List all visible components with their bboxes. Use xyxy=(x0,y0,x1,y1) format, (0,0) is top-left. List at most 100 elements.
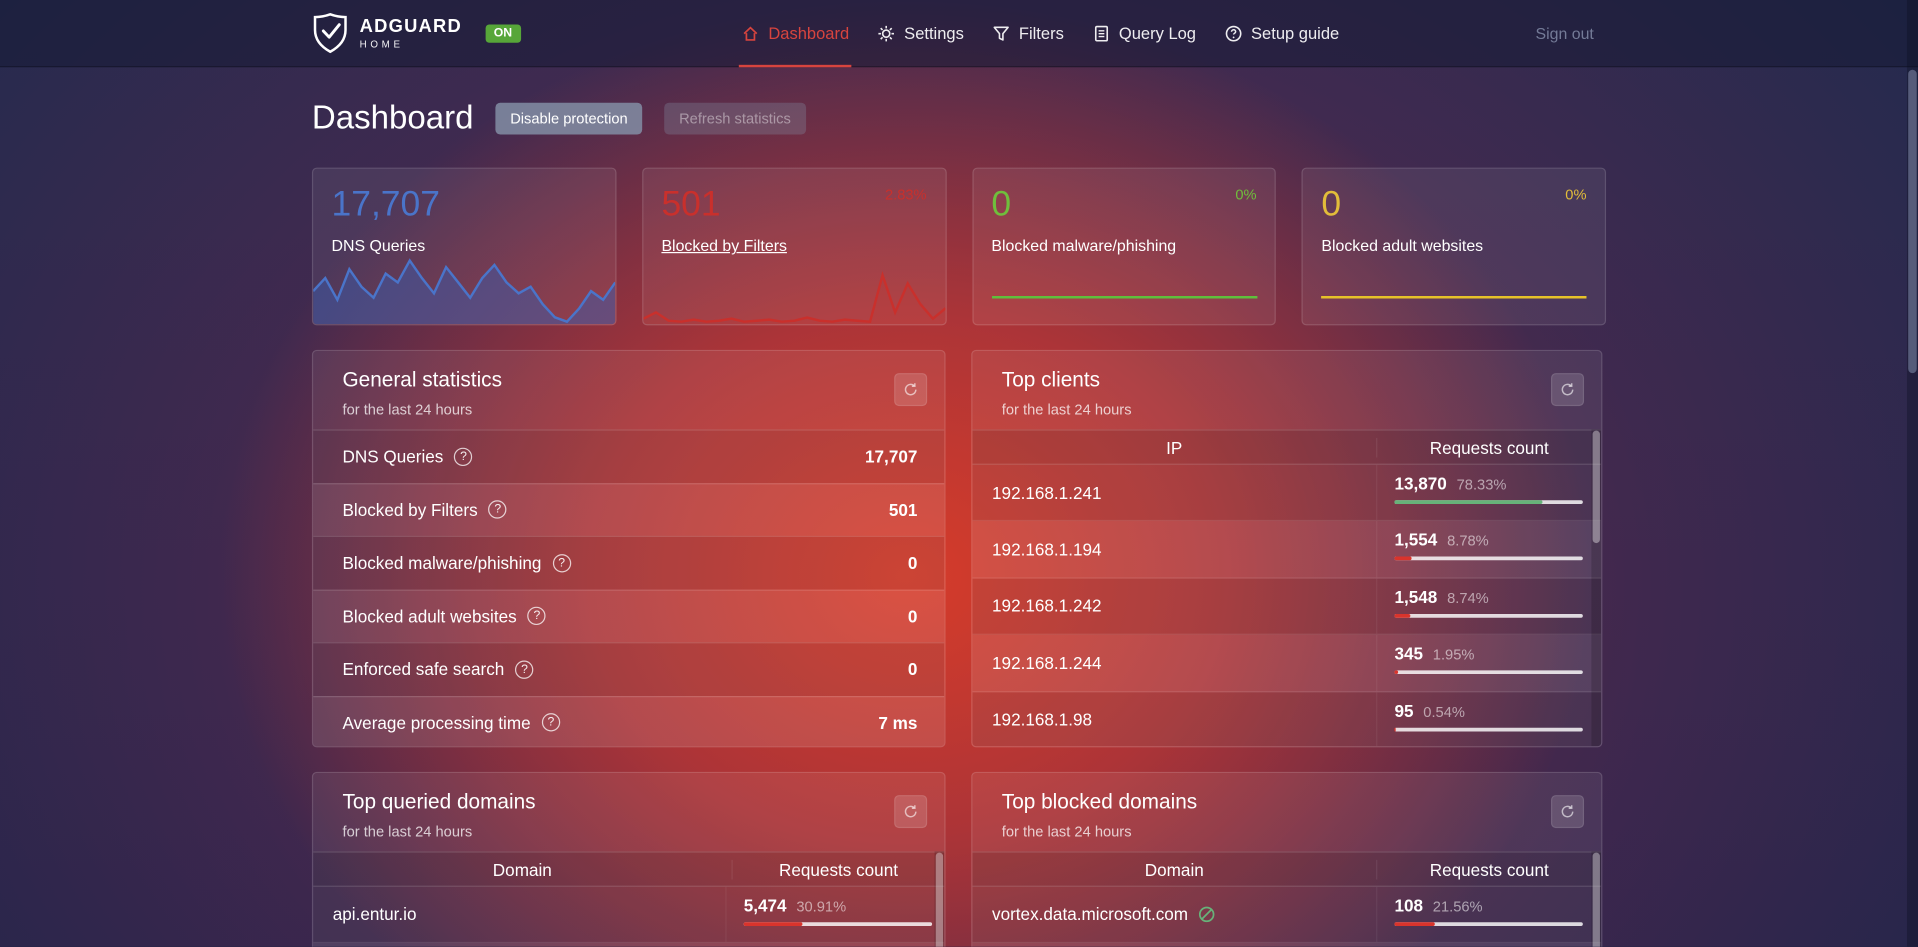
scrollbar-thumb[interactable] xyxy=(1908,69,1917,374)
stats-row: Enforced safe search? 0 xyxy=(313,642,945,696)
requests-cell: 345 1.95% xyxy=(1376,635,1601,691)
stat-value: 501 xyxy=(661,184,721,224)
stats-row: Blocked by Filters? 501 xyxy=(313,482,945,536)
refresh-panel-button[interactable] xyxy=(1551,373,1585,407)
dns-queries-sparkline xyxy=(313,256,615,325)
stat-row-label: Average processing time xyxy=(342,712,531,733)
help-icon[interactable]: ? xyxy=(541,713,561,732)
column-header-count: Requests count xyxy=(731,859,944,879)
help-icon[interactable]: ? xyxy=(454,447,473,466)
stat-label: Blocked adult websites xyxy=(1321,236,1484,255)
nav-item-settings[interactable]: Settings xyxy=(875,0,966,66)
top-clients-table: 192.168.1.241 13,870 78.33% 192.168.1.194… xyxy=(972,464,1602,747)
general-statistics-panel: General statistics for the last 24 hours… xyxy=(311,349,946,748)
nav-item-query-log[interactable]: Query Log xyxy=(1090,0,1199,66)
nav-item-setup-guide[interactable]: Setup guide xyxy=(1222,0,1342,66)
main-nav: Dashboard Settings Filters Query Log Set… xyxy=(557,0,1523,68)
request-percent: 8.78% xyxy=(1447,532,1489,550)
nav-label: Setup guide xyxy=(1251,23,1340,43)
panel-head: Top queried domains for the last 24 hour… xyxy=(313,773,944,851)
help-icon[interactable]: ? xyxy=(552,553,571,573)
blocked-service-icon xyxy=(1199,906,1215,922)
column-header-ip: IP xyxy=(1166,437,1183,457)
help-icon[interactable]: ? xyxy=(515,660,534,679)
stat-row-label: Blocked by Filters xyxy=(342,499,478,520)
requests-cell: 13,870 78.33% xyxy=(1376,464,1601,521)
requests-cell: 95 0.54% xyxy=(1376,691,1601,747)
scrollbar-thumb[interactable] xyxy=(935,852,944,947)
column-header-domain: Domain xyxy=(492,859,552,879)
request-count: 1,554 xyxy=(1394,530,1438,550)
stat-percent: 2.83% xyxy=(884,185,927,204)
nav-item-dashboard[interactable]: Dashboard xyxy=(738,0,852,68)
top-clients-panel: Top clients for the last 24 hours IP Req… xyxy=(971,349,1603,748)
top-navbar: ADGUARD HOME ON Dashboard Settings Filte… xyxy=(0,0,1918,68)
domain-name: vortex.data.microsoft.com xyxy=(992,904,1189,924)
disable-protection-button[interactable]: Disable protection xyxy=(495,102,643,134)
progress-bar-fill xyxy=(1394,613,1411,618)
adguard-logo[interactable]: ADGUARD HOME ON xyxy=(312,12,521,54)
progress-bar xyxy=(1394,557,1583,561)
table-row: 192.168.1.241 13,870 78.33% xyxy=(972,464,1602,522)
client-ip: 192.168.1.242 xyxy=(992,596,1102,616)
refresh-panel-button[interactable] xyxy=(894,795,928,829)
question-circle-icon xyxy=(1225,25,1242,41)
progress-bar xyxy=(1394,922,1583,926)
stat-value: 0 xyxy=(1321,184,1342,224)
panel-scrollbar[interactable] xyxy=(1591,851,1602,947)
refresh-icon xyxy=(1561,805,1574,818)
stat-row-label: Blocked malware/phishing xyxy=(342,553,542,573)
stat-label: Blocked malware/phishing xyxy=(991,236,1177,255)
stats-row: Blocked adult websites? 0 xyxy=(313,588,945,643)
top-queried-domains-panel: Top queried domains for the last 24 hour… xyxy=(311,771,946,947)
page-scrollbar[interactable] xyxy=(1906,0,1918,947)
scrollbar-thumb[interactable] xyxy=(1592,430,1600,544)
page-header: Dashboard Disable protection Refresh sta… xyxy=(312,99,1606,137)
table-row xyxy=(972,942,1602,947)
panel-scrollbar[interactable] xyxy=(934,851,945,947)
request-percent: 21.56% xyxy=(1432,897,1483,915)
table-row: vortex.data.microsoft.com 108 21.56% xyxy=(972,886,1602,943)
stat-card-dns-queries: 17,707 DNS Queries xyxy=(311,167,617,326)
table-row: api.entur.io 5,474 30.91% xyxy=(313,886,945,943)
panel-scrollbar[interactable] xyxy=(1591,429,1602,747)
refresh-panel-button[interactable] xyxy=(1551,795,1585,829)
stat-cards-row: 17,707 DNS Queries 2.83% 501 Blocked by … xyxy=(311,167,1607,326)
sign-out-button[interactable]: Sign out xyxy=(1535,23,1594,43)
refresh-panel-button[interactable] xyxy=(894,373,928,407)
stat-card-blocked-adult: 0% 0 Blocked adult websites xyxy=(1301,167,1607,326)
refresh-statistics-button[interactable]: Refresh statistics xyxy=(664,102,806,134)
panel-head: Top clients for the last 24 hours xyxy=(972,351,1601,429)
help-icon[interactable]: ? xyxy=(488,500,507,519)
panel-title: Top queried domains xyxy=(342,790,536,814)
stats-row: DNS Queries? 17,707 xyxy=(313,429,945,483)
panel-subtitle: for the last 24 hours xyxy=(342,401,473,419)
progress-bar xyxy=(1394,670,1583,675)
nav-label: Query Log xyxy=(1118,23,1197,43)
request-percent: 30.91% xyxy=(796,897,847,915)
help-icon[interactable]: ? xyxy=(527,607,547,626)
bottom-panels-row: Top queried domains for the last 24 hour… xyxy=(311,771,1606,947)
nav-label: Filters xyxy=(1018,23,1064,43)
blocked-by-filters-link[interactable]: Blocked by Filters xyxy=(661,236,787,255)
client-ip: 192.168.1.98 xyxy=(992,709,1093,730)
progress-bar-fill xyxy=(1394,557,1411,561)
table-row: 192.168.1.194 1,554 8.78% xyxy=(972,521,1602,579)
request-count: 5,474 xyxy=(743,895,787,915)
client-ip: 192.168.1.241 xyxy=(992,482,1102,503)
nav-item-filters[interactable]: Filters xyxy=(990,0,1067,66)
stat-value: 0 xyxy=(991,184,1012,224)
stat-row-value: 0 xyxy=(907,606,918,626)
stat-row-value: 17,707 xyxy=(865,446,918,467)
scrollbar-thumb[interactable] xyxy=(1592,852,1600,947)
table-header: Domain Requests count xyxy=(313,851,945,887)
client-ip: 192.168.1.244 xyxy=(992,653,1102,673)
requests-cell: 1,548 8.74% xyxy=(1376,578,1601,634)
panel-subtitle: for the last 24 hours xyxy=(1001,401,1132,419)
home-icon xyxy=(743,25,758,41)
refresh-icon xyxy=(1561,383,1574,396)
progress-bar-fill xyxy=(743,922,802,926)
panel-subtitle: for the last 24 hours xyxy=(342,823,473,841)
request-percent: 78.33% xyxy=(1456,475,1507,493)
requests-cell: 5,474 30.91% xyxy=(725,886,944,942)
